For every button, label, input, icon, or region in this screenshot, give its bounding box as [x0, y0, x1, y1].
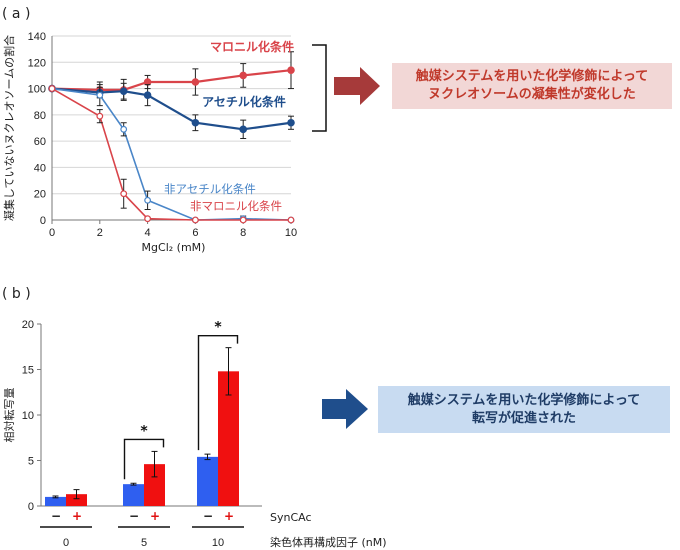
x-tick-label: 10 — [285, 227, 297, 239]
panel-b-label: ( b ) — [2, 286, 31, 302]
data-point — [287, 216, 295, 224]
callout-a: 触媒システムを用いた化学修飾によって ヌクレオソームの凝集性が変化した — [392, 63, 672, 109]
y-tick-label: 15 — [22, 365, 34, 377]
data-point — [239, 71, 248, 80]
y-tick-label: 5 — [28, 456, 34, 468]
bar-chart-y-axis-title: 相対転写量 — [2, 388, 16, 443]
panel-a-label: ( a ) — [2, 6, 30, 22]
y-tick-label: 60 — [34, 136, 46, 148]
bar-chart-ticks: 0 5 10 15 20 — [22, 319, 41, 513]
significance-mark: * — [140, 423, 148, 439]
y-tick-label: 0 — [28, 501, 34, 513]
line-chart-y-axis-title: 凝集していないヌクレオソームの割合 — [2, 35, 16, 221]
data-point — [119, 87, 128, 96]
bar-10-minus — [197, 456, 218, 506]
y-tick-label: 100 — [28, 84, 46, 96]
arrow-b-icon — [322, 389, 368, 429]
sign-plus: + — [224, 509, 234, 523]
category-label: 0 — [63, 537, 69, 549]
bar-chart-bars — [45, 347, 239, 506]
significance-mark: * — [214, 320, 222, 336]
data-point — [48, 85, 56, 92]
x-tick-label: 0 — [49, 227, 55, 239]
data-point — [191, 118, 200, 127]
condition-bracket — [312, 44, 327, 132]
arrow-a-icon — [334, 67, 380, 105]
data-point — [191, 78, 200, 86]
factor-label: SynCAc — [270, 511, 312, 524]
arrow-a-shape — [334, 67, 380, 105]
y-tick-label: 10 — [22, 410, 34, 422]
series-label-3: 非アセチル化条件 — [164, 182, 256, 196]
y-tick-label: 40 — [34, 162, 46, 174]
bar-chart-condition-row: − +0− +5− +10 — [40, 509, 244, 549]
series-label-4: 非マロニル化条件 — [190, 199, 282, 213]
data-point — [287, 118, 295, 127]
category-label: 10 — [212, 537, 224, 549]
y-tick-label: 0 — [40, 215, 46, 227]
bar-chart-significance: ** — [123, 320, 239, 480]
y-tick-label: 120 — [28, 57, 46, 69]
line-chart-x-axis-title: MgCl₂ (mM) — [142, 241, 206, 254]
data-point — [144, 196, 152, 204]
line-chart-ticks: 0 20 40 60 80 100 120 140 0 2 4 6 8 10 — [28, 31, 297, 239]
sign-plus: + — [150, 509, 160, 523]
data-point — [96, 112, 104, 120]
x-tick-label: 6 — [192, 227, 198, 239]
y-tick-label: 80 — [34, 110, 46, 122]
bar-0-minus — [45, 496, 66, 506]
data-point — [144, 215, 152, 223]
bar-5-minus — [123, 484, 144, 506]
callout-a-text: 触媒システムを用いた化学修飾によって ヌクレオソームの凝集性が変化した — [415, 69, 649, 102]
bar-10-plus — [218, 371, 239, 506]
data-point — [143, 91, 152, 99]
callout-b-text: 触媒システムを用いた化学修飾によって 転写が促進された — [407, 392, 641, 426]
data-point — [120, 190, 128, 198]
y-tick-label: 20 — [22, 319, 34, 331]
sign-plus: + — [72, 509, 82, 523]
x-tick-label: 4 — [145, 227, 151, 239]
line-chart-series — [48, 51, 295, 224]
data-point — [191, 216, 199, 224]
bar-5-plus — [144, 464, 165, 506]
y-tick-label: 140 — [28, 31, 46, 43]
arrow-b-shape — [322, 389, 368, 429]
series-line-1 — [51, 69, 292, 91]
y-tick-label: 20 — [34, 189, 46, 201]
sign-minus: − — [51, 509, 61, 523]
x-tick-label: 2 — [97, 227, 103, 239]
data-point — [96, 91, 104, 99]
data-point — [287, 66, 295, 74]
data-point — [239, 216, 247, 224]
bar-chart-x-axis-title: 染色体再構成因子 (nM) — [270, 535, 387, 549]
significance-bracket — [123, 438, 165, 480]
series-label-1: マロニル化条件 — [210, 39, 294, 54]
sign-minus: − — [129, 509, 139, 523]
significance-bracket — [197, 334, 239, 451]
data-point — [239, 125, 248, 134]
sign-minus: − — [203, 509, 213, 523]
data-point — [120, 125, 128, 133]
series-label-2: アセチル化条件 — [202, 94, 286, 109]
callout-b: 触媒システムを用いた化学修飾によって 転写が促進された — [378, 386, 670, 433]
bar-0-plus — [66, 494, 87, 506]
x-tick-label: 8 — [240, 227, 246, 239]
category-label: 5 — [141, 537, 147, 549]
